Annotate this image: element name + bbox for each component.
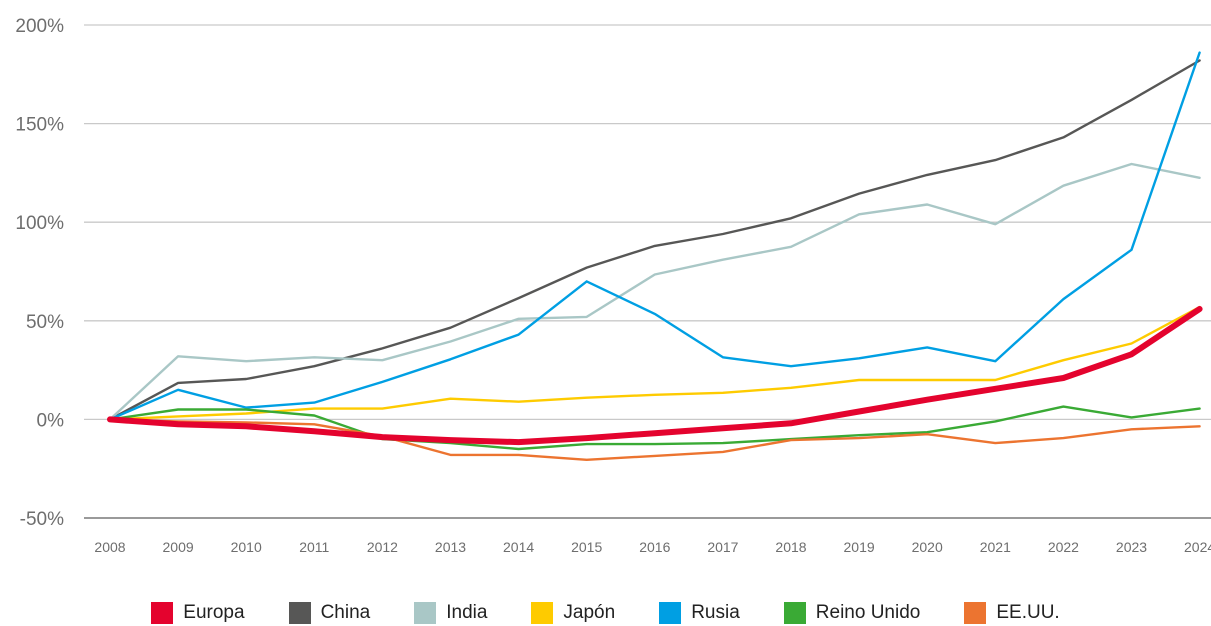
x-axis-ticks: 2008 2009 2010 2011 2012 2013 2014 2015 2016 2017… [94,539,1211,555]
legend-swatch [288,602,311,624]
series-line-china [108,59,1201,421]
legend-swatch [783,602,806,624]
series-line-europa [107,306,1203,446]
x-tick-label: 2019 [844,539,875,555]
line-chart: 200%150%100%50%0%-50% 2008 2009 2010 2011 20… [15,16,1211,555]
x-tick-label: 2020 [912,539,943,555]
legend-label: India [446,602,488,623]
legend-item: Reino Unido [783,602,921,624]
x-tick-label: 2015 [571,539,602,555]
x-tick-label: 2010 [231,539,262,555]
legend-swatch [531,602,554,624]
legend: Europa China India Japón Rusia Reino Unido EE.… [0,602,1211,624]
legend-swatch [964,602,987,624]
series-lines [107,51,1203,461]
legend-label: EE.UU. [996,602,1060,623]
series-line-reino-unido [108,405,1201,451]
legend-label: Rusia [691,602,740,623]
legend-swatch [414,602,437,624]
series-line-india [108,162,1201,421]
y-tick-label: 200% [15,16,64,37]
x-tick-label: 2011 [299,539,329,555]
series-line-rusia [108,51,1201,421]
legend-item: India [414,602,487,624]
legend-swatch [151,602,174,624]
legend-item: Japón [531,602,615,624]
legend-item: EE.UU. [964,602,1060,624]
series-line-jap-n [108,305,1201,421]
x-tick-label: 2014 [503,539,534,555]
x-tick-label: 2023 [1116,539,1147,555]
x-tick-label: 2012 [367,539,398,555]
y-tick-label: 50% [26,312,64,333]
y-tick-label: 0% [37,410,65,431]
series-line-ee-uu- [108,418,1201,461]
x-tick-label: 2013 [435,539,466,555]
y-tick-label: 100% [15,213,64,234]
legend-label: Europa [183,602,245,623]
legend-swatch [659,602,682,624]
x-tick-label: 2008 [94,539,125,555]
legend-item: Europa [151,602,245,624]
legend-item: Rusia [659,602,740,624]
legend-label: Reino Unido [815,602,921,623]
y-axis-ticks: 200% 150% 100% 50% 0% -50% [15,16,64,530]
x-tick-label: 2018 [775,539,806,555]
x-tick-label: 2009 [163,539,194,555]
grid-lines [84,24,1211,519]
x-tick-label: 2024 [1184,539,1211,555]
y-tick-label: -50% [20,509,64,530]
x-tick-label: 2021 [980,539,1011,555]
legend-label: China [320,602,371,623]
y-tick-label: 150% [15,115,64,136]
x-tick-label: 2017 [707,539,738,555]
legend-label: Japón [563,602,616,623]
x-tick-label: 2022 [1048,539,1079,555]
x-tick-label: 2016 [639,539,670,555]
legend-item: China [288,602,371,624]
